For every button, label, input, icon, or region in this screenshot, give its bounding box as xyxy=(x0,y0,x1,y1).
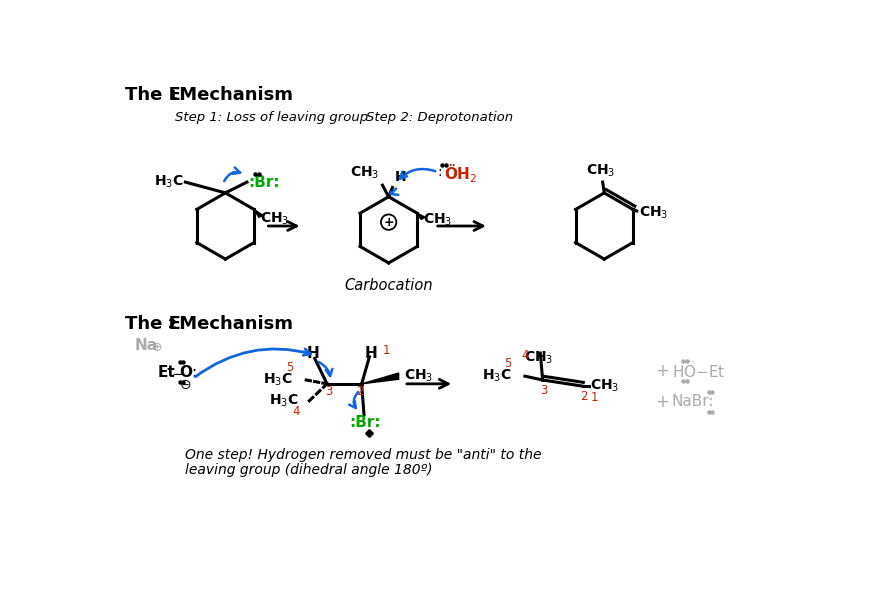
Text: CH$_3$: CH$_3$ xyxy=(586,163,615,179)
Text: CH$_3$: CH$_3$ xyxy=(404,368,434,385)
Text: O: O xyxy=(179,365,192,380)
Text: The E: The E xyxy=(125,314,181,332)
Text: Mechanism: Mechanism xyxy=(173,314,293,332)
Text: 2: 2 xyxy=(357,385,364,398)
Text: $\mathbf{\ddot{O}}$H$_2$: $\mathbf{\ddot{O}}$H$_2$ xyxy=(444,163,477,185)
Text: :: : xyxy=(191,365,197,380)
Text: +: + xyxy=(655,392,669,410)
Polygon shape xyxy=(254,209,263,217)
Text: Step 2: Deprotonation: Step 2: Deprotonation xyxy=(365,110,513,124)
Text: leaving group (dihedral angle 180º): leaving group (dihedral angle 180º) xyxy=(184,463,432,477)
Text: 3: 3 xyxy=(325,385,332,398)
Text: +: + xyxy=(655,362,669,380)
Text: H$_3$C: H$_3$C xyxy=(269,392,299,409)
Text: Step 1: Loss of leaving group: Step 1: Loss of leaving group xyxy=(175,110,368,124)
Text: CH$_3$: CH$_3$ xyxy=(260,211,289,227)
Text: 2: 2 xyxy=(580,391,588,403)
Text: 4: 4 xyxy=(521,349,529,362)
Text: Et: Et xyxy=(157,365,176,380)
Text: H: H xyxy=(395,170,406,184)
Polygon shape xyxy=(417,213,425,220)
Text: :Br:: :Br: xyxy=(248,175,281,190)
Text: Carbocation: Carbocation xyxy=(344,278,433,293)
Polygon shape xyxy=(362,373,399,384)
Text: 5: 5 xyxy=(286,361,293,374)
Text: 1: 1 xyxy=(383,344,390,357)
Text: CH$_3$: CH$_3$ xyxy=(350,165,379,181)
Text: :Br:: :Br: xyxy=(350,415,381,430)
Text: CH$_3$: CH$_3$ xyxy=(424,211,453,227)
Text: H: H xyxy=(364,346,378,361)
Text: 1: 1 xyxy=(169,89,177,102)
Text: NaBr:: NaBr: xyxy=(672,394,715,409)
Text: 4: 4 xyxy=(293,405,300,418)
Text: Na: Na xyxy=(135,338,157,353)
Text: 3: 3 xyxy=(540,384,548,397)
Text: H$_3$C: H$_3$C xyxy=(154,174,184,190)
Text: $\oplus$: $\oplus$ xyxy=(151,341,163,354)
Text: 2: 2 xyxy=(169,319,177,331)
Text: Mechanism: Mechanism xyxy=(173,86,293,104)
Text: H$\ddot{\mathrm{O}}$$-$Et: H$\ddot{\mathrm{O}}$$-$Et xyxy=(672,360,725,381)
Text: H$_3$C: H$_3$C xyxy=(263,372,293,388)
Text: $-$: $-$ xyxy=(171,365,184,380)
Text: :: : xyxy=(437,165,441,179)
Text: The E: The E xyxy=(125,86,181,104)
Text: 1: 1 xyxy=(590,391,598,404)
Text: CH$_3$: CH$_3$ xyxy=(590,378,620,394)
Text: CH$_3$: CH$_3$ xyxy=(639,205,669,221)
Text: H$_3$C: H$_3$C xyxy=(482,368,512,385)
Text: One step! Hydrogen removed must be "anti" to the: One step! Hydrogen removed must be "anti… xyxy=(184,448,541,462)
Text: +: + xyxy=(384,215,394,229)
Text: $\ominus$: $\ominus$ xyxy=(179,379,191,392)
Text: H: H xyxy=(307,346,320,361)
Text: CH$_3$: CH$_3$ xyxy=(524,349,553,365)
Text: 5: 5 xyxy=(504,358,512,370)
